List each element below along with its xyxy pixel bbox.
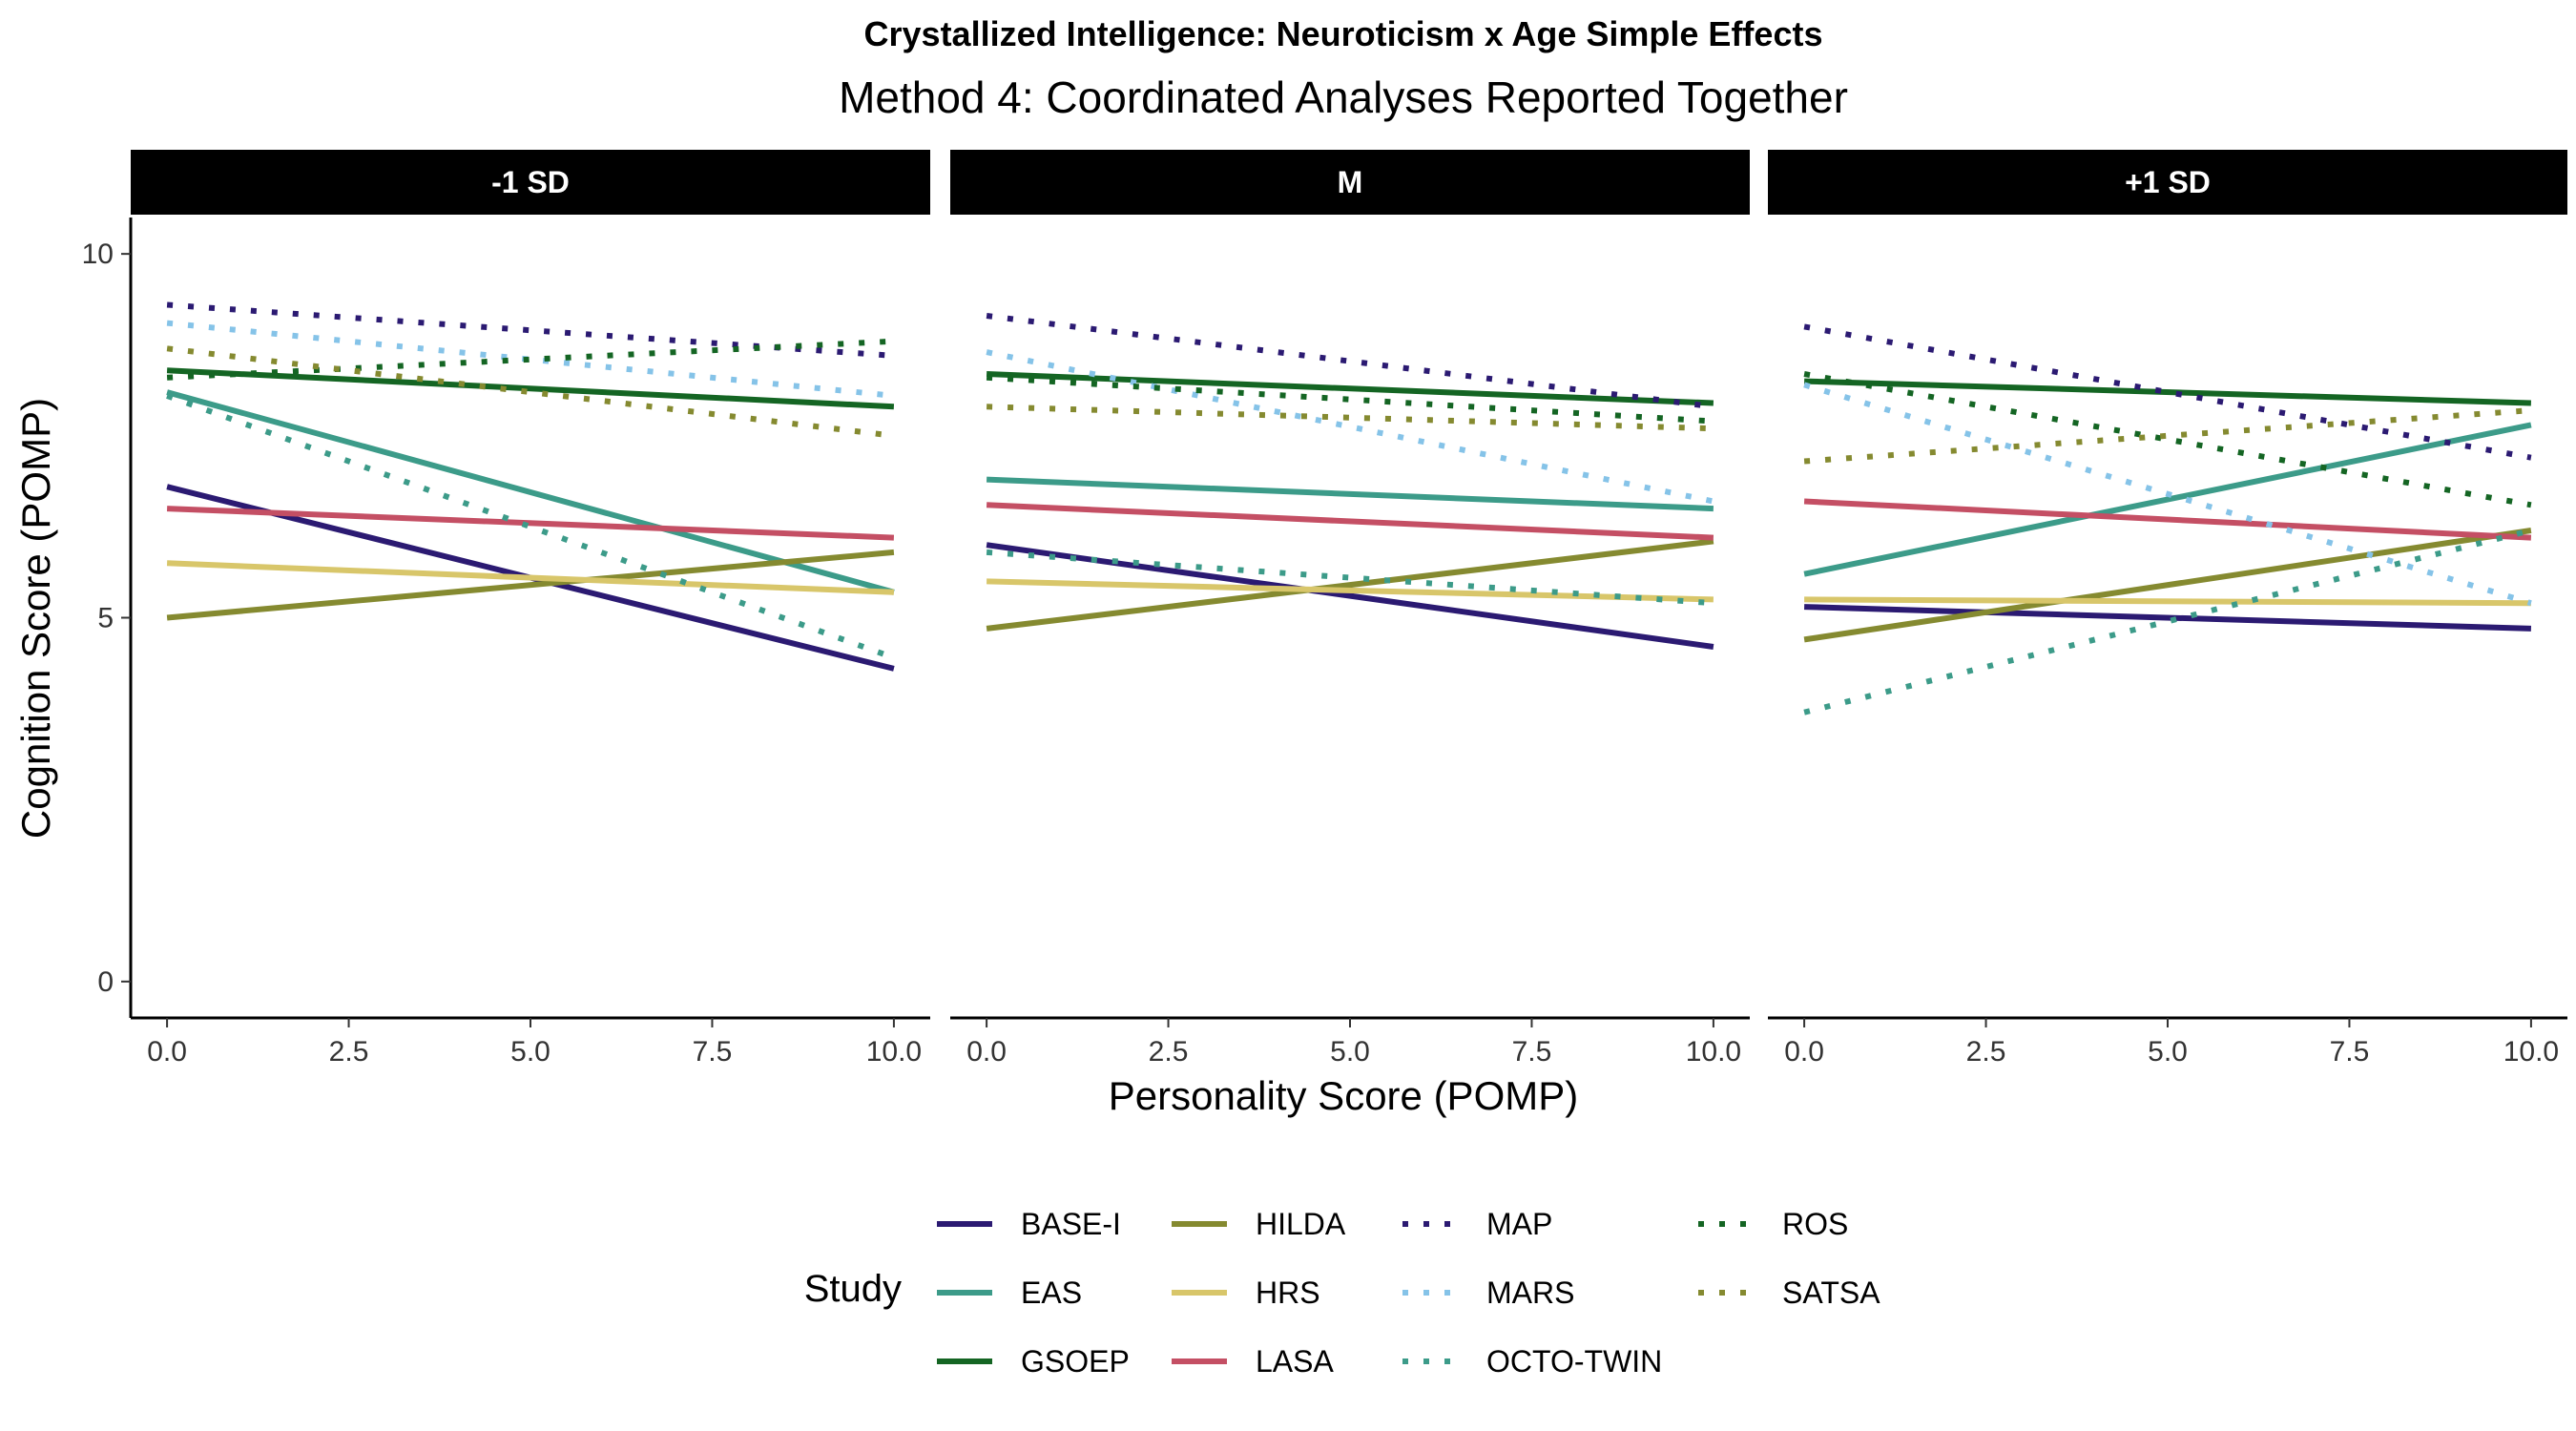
x-tick-label: 5.0 [510, 1036, 551, 1068]
legend-label: ROS [1782, 1207, 1848, 1241]
series-line-hrs [1804, 596, 2531, 607]
facet-label: -1 SD [491, 165, 570, 199]
series-line-mars [166, 320, 895, 399]
series-line-octo-twin [166, 393, 895, 661]
facet-strip [1768, 150, 2567, 215]
x-tick-label: 5.0 [2148, 1036, 2188, 1068]
legend-item-hrs: HRS [1172, 1275, 1320, 1310]
series-line-gsoep [1804, 378, 2531, 406]
legend-title: Study [804, 1268, 902, 1310]
series-line-hrs [166, 560, 895, 595]
series-line-lasa [1803, 498, 2532, 541]
series-line-hilda [986, 538, 1714, 632]
x-tick-label: 2.5 [329, 1036, 369, 1068]
series-line-gsoep [166, 367, 895, 410]
legend-label: LASA [1256, 1344, 1334, 1379]
legend-label: HILDA [1256, 1207, 1346, 1241]
series-line-lasa [986, 502, 1714, 541]
series-line-eas [1803, 422, 2532, 577]
series-line-map [166, 301, 895, 359]
series-line-mars [986, 349, 1714, 505]
series-line-satsa [987, 404, 1714, 432]
legend-label: BASE-I [1021, 1207, 1121, 1241]
legend-label: MAP [1486, 1207, 1552, 1241]
panels: -1 SD 0.0 2.5 5.0 7.5 10.0 0 5 10 M 0.0 2.5 5.0 7.5 10… [82, 150, 2567, 1068]
series-line-hrs [987, 578, 1714, 603]
x-tick-label: 7.5 [693, 1036, 733, 1068]
series-line-satsa [166, 345, 895, 439]
series-line-hilda [1803, 528, 2532, 643]
chart-subtitle: Method 4: Coordinated Analyses Reported … [839, 73, 1848, 122]
y-axis-label: Cognition Score (POMP) [13, 398, 58, 839]
legend-item-octo-twin: OCTO-TWIN [1402, 1344, 1662, 1379]
x-tick-label: 10.0 [866, 1036, 922, 1068]
y-tick-label: 5 [97, 603, 114, 634]
series-line-gsoep [986, 371, 1714, 406]
series-line-eas [166, 389, 895, 595]
legend-item-gsoep: GSOEP [937, 1344, 1130, 1379]
x-tick-label: 0.0 [147, 1036, 187, 1068]
chart-title: Crystallized Intelligence: Neuroticism x… [864, 14, 1823, 53]
facet-strip [131, 150, 930, 215]
panel-m: M 0.0 2.5 5.0 7.5 10.0 [950, 150, 1750, 1068]
x-axis-label: Personality Score (POMP) [1109, 1073, 1578, 1118]
facet-label: +1 SD [2125, 165, 2211, 199]
x-tick-label: 5.0 [1330, 1036, 1370, 1068]
series-line-base-i [986, 542, 1714, 650]
y-tick-label: 0 [97, 966, 114, 998]
panel-1-sd: +1 SD 0.0 2.5 5.0 7.5 10.0 [1768, 150, 2567, 1068]
y-tick-label: 10 [82, 238, 114, 270]
x-tick-label: 0.0 [1784, 1036, 1824, 1068]
panel-1-sd: -1 SD 0.0 2.5 5.0 7.5 10.0 0 5 10 [82, 150, 930, 1068]
series-line-hilda [166, 549, 895, 621]
x-tick-label: 7.5 [1512, 1036, 1552, 1068]
series-line-lasa [166, 506, 895, 541]
series-line-map [986, 313, 1714, 410]
legend-label: MARS [1486, 1275, 1574, 1310]
x-tick-label: 2.5 [1149, 1036, 1189, 1068]
series-line-base-i [1804, 604, 2531, 632]
legend-label: SATSA [1782, 1275, 1880, 1310]
x-tick-label: 0.0 [966, 1036, 1007, 1068]
legend-item-base-i: BASE-I [937, 1207, 1121, 1241]
legend-item-ros: ROS [1698, 1207, 1848, 1241]
legend-item-eas: EAS [937, 1275, 1082, 1310]
series-line-satsa [1803, 407, 2532, 465]
x-tick-label: 7.5 [2330, 1036, 2370, 1068]
legend-label: GSOEP [1021, 1344, 1130, 1379]
legend-item-lasa: LASA [1172, 1344, 1334, 1379]
x-tick-label: 10.0 [2503, 1036, 2559, 1068]
legend: Study BASE-I EAS GSOEP HILDA HRS LASA MAP MARS O… [804, 1207, 1881, 1379]
legend-label: EAS [1021, 1275, 1082, 1310]
series-line-eas [986, 476, 1714, 512]
legend-label: OCTO-TWIN [1486, 1344, 1662, 1379]
legend-items: BASE-I EAS GSOEP HILDA HRS LASA MAP MARS OCTO-TW… [937, 1207, 1880, 1379]
legend-item-mars: MARS [1402, 1275, 1574, 1310]
x-tick-label: 2.5 [1966, 1036, 2006, 1068]
x-tick-label: 10.0 [1686, 1036, 1741, 1068]
legend-item-hilda: HILDA [1172, 1207, 1346, 1241]
legend-label: HRS [1256, 1275, 1320, 1310]
facet-label: M [1338, 165, 1363, 199]
legend-item-map: MAP [1402, 1207, 1552, 1241]
series-line-mars [1803, 382, 2532, 607]
facet-strip [950, 150, 1750, 215]
legend-item-satsa: SATSA [1698, 1275, 1880, 1310]
